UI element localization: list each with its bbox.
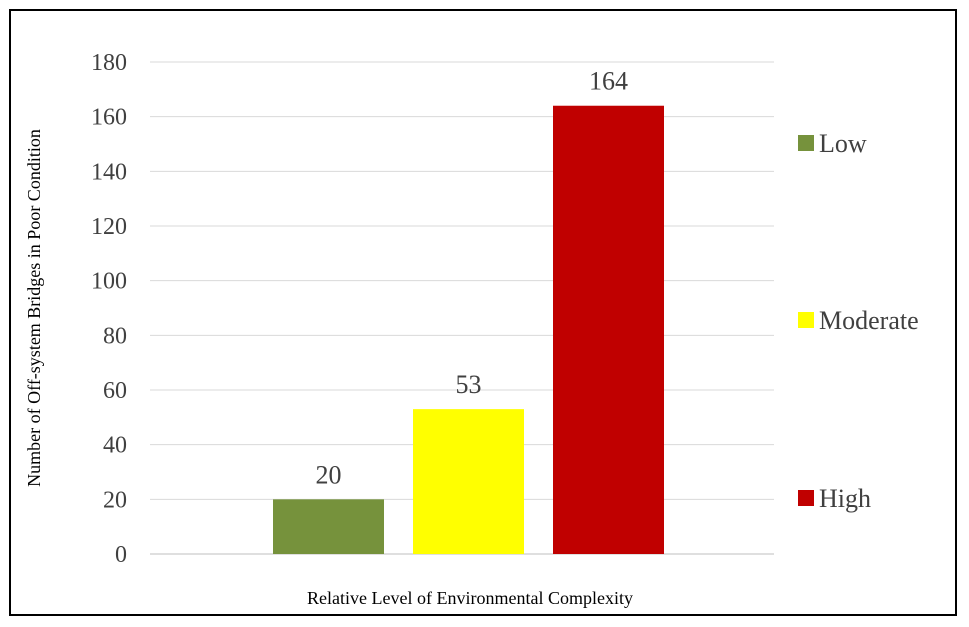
y-tick-label: 160 <box>91 105 127 131</box>
data-label-moderate: 53 <box>456 370 482 399</box>
y-tick-label: 60 <box>103 378 127 404</box>
legend-label-moderate: Moderate <box>819 306 919 335</box>
bar-moderate <box>413 409 524 554</box>
legend-label-high: High <box>819 484 871 513</box>
data-labels: 20 53 164 <box>316 67 629 490</box>
y-tick-label: 180 <box>91 50 127 76</box>
y-tick-label: 140 <box>91 159 127 185</box>
gridlines <box>150 61 774 555</box>
y-tick-label: 120 <box>91 214 127 240</box>
legend: Low Moderate High <box>798 129 919 513</box>
y-tick-label: 80 <box>103 323 127 349</box>
y-tick-label: 40 <box>103 433 127 459</box>
y-tick-label: 20 <box>103 487 127 513</box>
y-axis-title: Number of Off-system Bridges in Poor Con… <box>24 129 44 487</box>
legend-swatch-low <box>798 135 814 151</box>
data-label-low: 20 <box>316 460 342 489</box>
bar-high <box>553 105 664 554</box>
bars <box>273 105 664 554</box>
legend-label-low: Low <box>819 129 867 158</box>
bar-low <box>273 499 384 554</box>
y-tick-label: 0 <box>115 542 127 568</box>
legend-swatch-moderate <box>798 312 814 328</box>
x-axis-title: Relative Level of Environmental Complexi… <box>307 588 633 608</box>
y-tick-label: 100 <box>91 269 127 295</box>
legend-swatch-high <box>798 490 814 506</box>
data-label-high: 164 <box>589 67 628 96</box>
y-axis-ticks: 0 20 40 60 80 100 120 140 160 180 <box>91 50 127 568</box>
